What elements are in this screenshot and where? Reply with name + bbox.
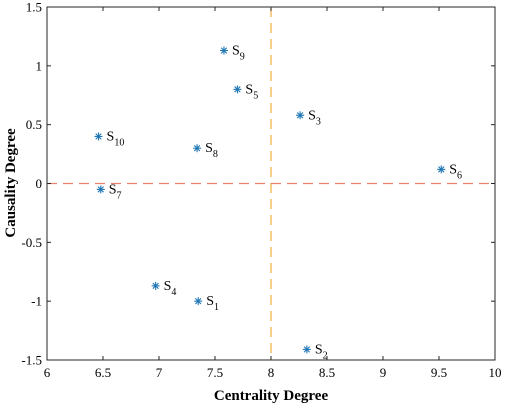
point-label-subscript: 4 (171, 287, 176, 298)
y-tick-label: -1.5 (21, 353, 42, 368)
star-marker-stroke (296, 112, 304, 119)
point-label-subscript: 8 (213, 149, 218, 160)
x-tick-label: 9.5 (431, 365, 447, 380)
point-label-subscript: 5 (253, 90, 258, 101)
data-point-s9: S9 (219, 44, 245, 63)
data-point-s2: S2 (302, 342, 328, 361)
y-tick-label: 1.5 (26, 0, 42, 15)
point-label-subscript: 7 (117, 190, 122, 201)
star-marker-stroke (195, 297, 202, 305)
star-marker-stroke (97, 186, 104, 193)
star-marker-stroke (193, 145, 201, 152)
data-point-s6: S6 (437, 162, 462, 181)
data-point-s1: S1 (194, 294, 219, 313)
y-tick-label: -1 (31, 294, 42, 309)
x-tick-label: 8.5 (319, 365, 335, 380)
star-marker-stroke (438, 166, 445, 173)
x-tick-label: 9 (380, 365, 387, 380)
point-label-subscript: 10 (114, 137, 124, 148)
point-label: S4 (164, 279, 177, 298)
point-label: S1 (206, 294, 219, 313)
y-tick-label: 0 (36, 176, 43, 191)
point-label-subscript: 1 (214, 302, 219, 313)
star-marker-stroke (303, 346, 311, 353)
y-axis-title: Causality Degree (3, 128, 19, 238)
point-label: S9 (232, 44, 245, 63)
x-tick-label: 6 (44, 365, 51, 380)
data-point-s7: S7 (96, 182, 122, 201)
data-point-s8: S8 (193, 141, 218, 160)
data-point-s3: S3 (296, 108, 321, 127)
y-axis-ticks: -1.5 -1 -0.5 0 0.5 1 1.5 (21, 0, 495, 368)
x-tick-label: 7 (156, 365, 163, 380)
point-label: S7 (109, 182, 122, 201)
point-label: S10 (107, 129, 125, 148)
point-label: S3 (308, 108, 321, 127)
point-label: S2 (315, 342, 328, 361)
star-marker-stroke (95, 133, 102, 140)
point-label-subscript: 3 (316, 116, 321, 127)
point-label-subscript: 6 (457, 170, 462, 181)
data-point-s5: S5 (233, 82, 258, 101)
data-point-s4: S4 (151, 279, 177, 298)
data-points: S1 S2 S3 S4 S5 S6 S7 S8 S9 S10 (94, 44, 462, 361)
x-tick-label: 8 (268, 365, 275, 380)
x-axis-ticks: 6 6.5 7 7.5 8 8.5 9 9.5 10 (44, 7, 502, 380)
point-label-subscript: 2 (323, 350, 328, 361)
data-point-s10: S10 (94, 129, 125, 148)
star-marker-stroke (152, 282, 159, 290)
point-label-subscript: 9 (240, 52, 245, 63)
y-tick-label: -0.5 (21, 235, 42, 250)
x-axis-title: Centrality Degree (214, 388, 329, 404)
point-label: S8 (205, 141, 218, 160)
star-marker-stroke (220, 47, 228, 54)
x-tick-label: 7.5 (207, 365, 223, 380)
x-tick-label: 6.5 (95, 365, 111, 380)
y-tick-label: 1 (36, 58, 43, 73)
y-tick-label: 0.5 (26, 117, 42, 132)
point-label: S6 (449, 162, 462, 181)
point-label: S5 (245, 82, 258, 101)
star-marker-stroke (234, 86, 241, 93)
reference-lines (47, 7, 495, 360)
x-tick-label: 10 (489, 365, 502, 380)
